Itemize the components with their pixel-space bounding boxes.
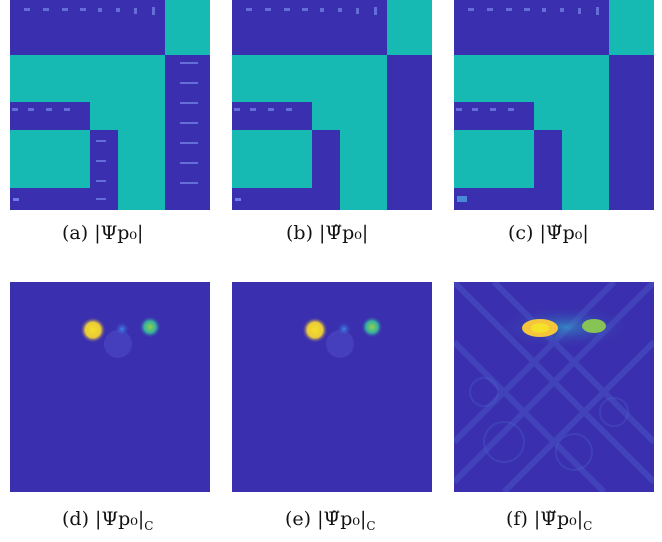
panel-e-image <box>232 282 432 492</box>
caption-e-sub: C <box>366 518 376 533</box>
caption-f-sub: C <box>583 518 593 533</box>
caption-a-math: |Ψp₀| <box>94 222 144 244</box>
caption-f-tag: (f) <box>506 508 528 530</box>
caption-c-tag: (c) <box>508 222 534 244</box>
panel-d-image <box>10 282 210 492</box>
panel-f-image <box>454 282 654 492</box>
caption-d: (d) |Ψp₀|C <box>62 508 153 533</box>
caption-a-tag: (a) <box>62 222 89 244</box>
caption-e: (e) |Ψ̃p₀|C <box>285 508 376 533</box>
caption-d-math: |Ψp₀| <box>95 508 145 530</box>
caption-e-tag: (e) <box>285 508 312 530</box>
caption-b-math: |Ψ̃p₀| <box>319 222 369 244</box>
caption-c-math: |Ψ̆p₀| <box>539 222 589 244</box>
caption-d-tag: (d) <box>62 508 89 530</box>
caption-e-math: |Ψ̃p₀| <box>317 508 367 530</box>
panel-b-image <box>232 0 432 210</box>
panel-c-image <box>454 0 654 210</box>
caption-d-sub: C <box>144 518 154 533</box>
caption-a: (a) |Ψp₀| <box>62 222 143 244</box>
caption-b: (b) |Ψ̃p₀| <box>286 222 368 244</box>
caption-f: (f) |Ψ̆p₀|C <box>506 508 592 533</box>
caption-b-tag: (b) <box>286 222 313 244</box>
caption-f-math: |Ψ̆p₀| <box>533 508 584 530</box>
panel-a-image <box>10 0 210 210</box>
caption-c: (c) |Ψ̆p₀| <box>508 222 589 244</box>
